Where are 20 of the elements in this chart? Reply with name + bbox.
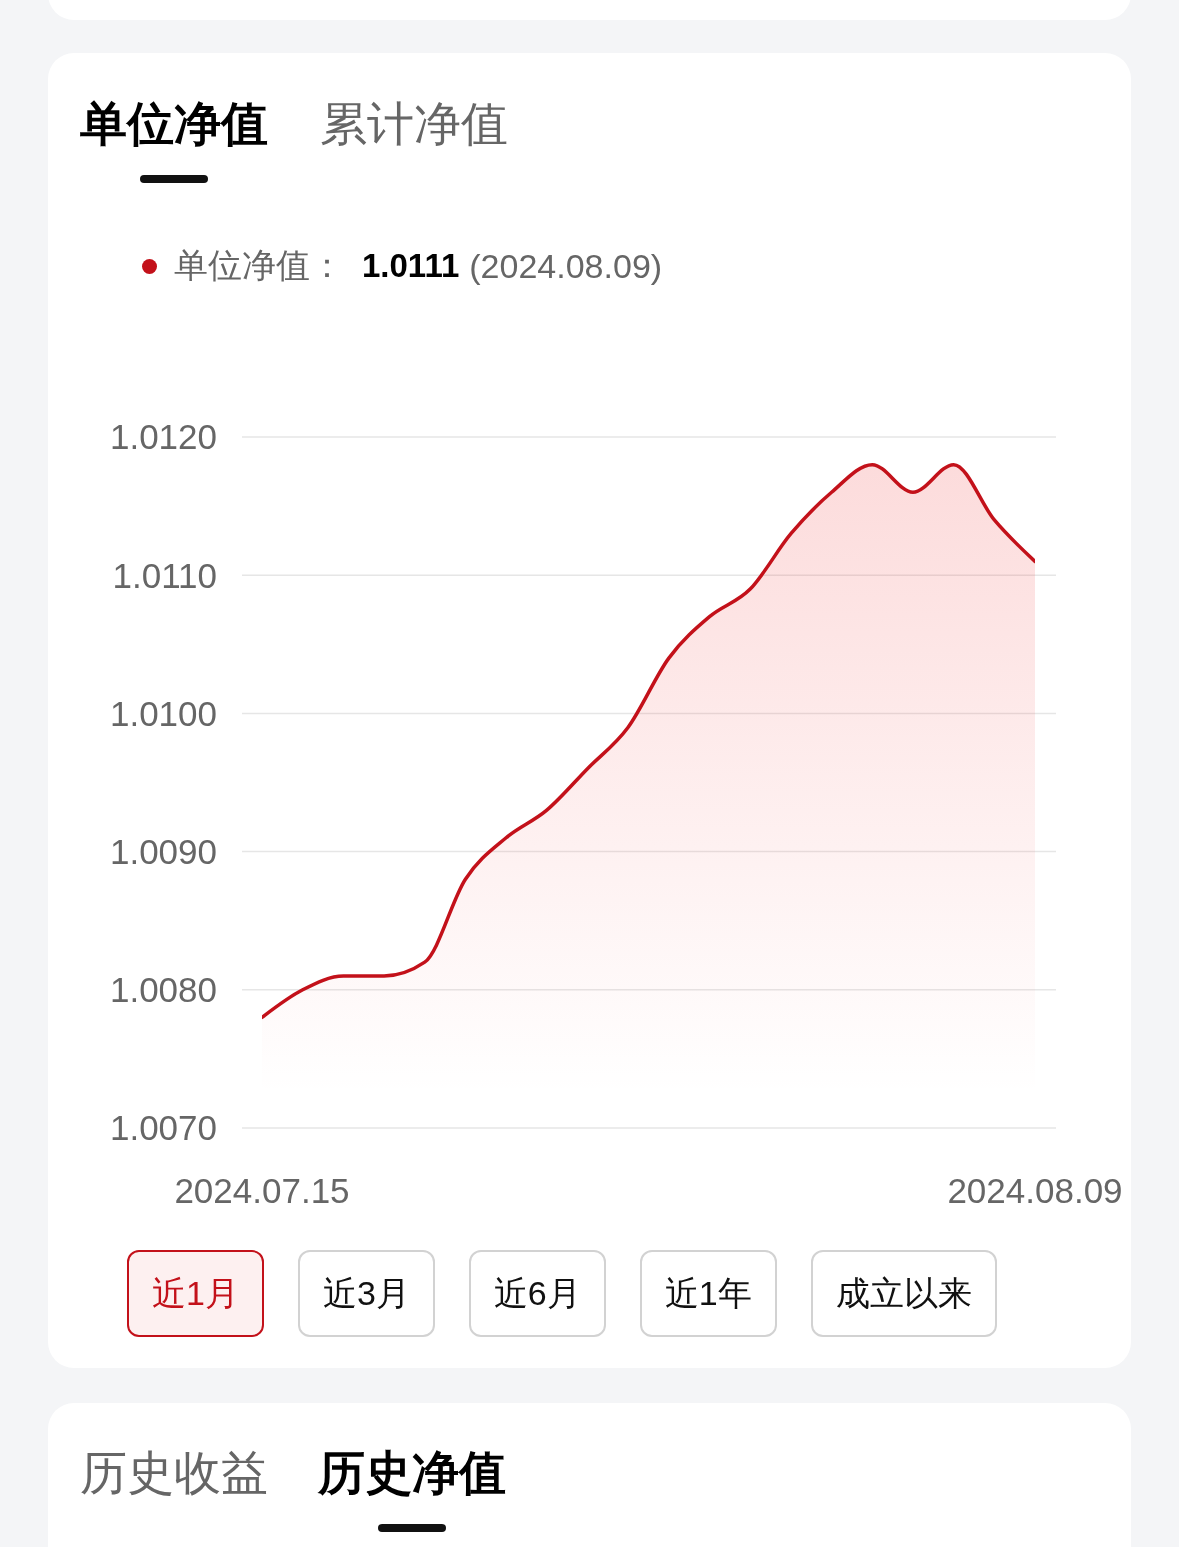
y-tick-label: 1.0110 <box>112 555 217 595</box>
x-tick-label: 2024.08.09 <box>947 1170 1123 1210</box>
y-tick-label: 1.0070 <box>109 1108 217 1148</box>
text: 历史收益 <box>80 1446 268 1499</box>
range-button[interactable]: 近3月 <box>297 1250 435 1337</box>
text: (2024.08.09) <box>469 246 663 286</box>
text: 历史净值 <box>318 1446 506 1499</box>
y-tick-label: 1.0100 <box>109 693 217 733</box>
range-button[interactable]: 成立以来 <box>810 1250 997 1337</box>
range-button[interactable]: 近1年 <box>639 1250 777 1337</box>
range-button[interactable]: 近6月 <box>468 1250 606 1337</box>
y-tick-label: 1.0120 <box>109 417 217 457</box>
text: 累计净值 <box>320 97 508 150</box>
range-button[interactable]: 近1月 <box>127 1250 264 1337</box>
text: 1.0111 <box>362 247 460 285</box>
legend-label: 单位净值： <box>174 245 344 286</box>
y-tick-label: 1.0080 <box>109 970 217 1010</box>
x-tick-label: 2024.07.15 <box>174 1170 350 1210</box>
chart-title: 单位净值 <box>80 97 268 150</box>
y-tick-label: 1.0090 <box>109 832 217 872</box>
